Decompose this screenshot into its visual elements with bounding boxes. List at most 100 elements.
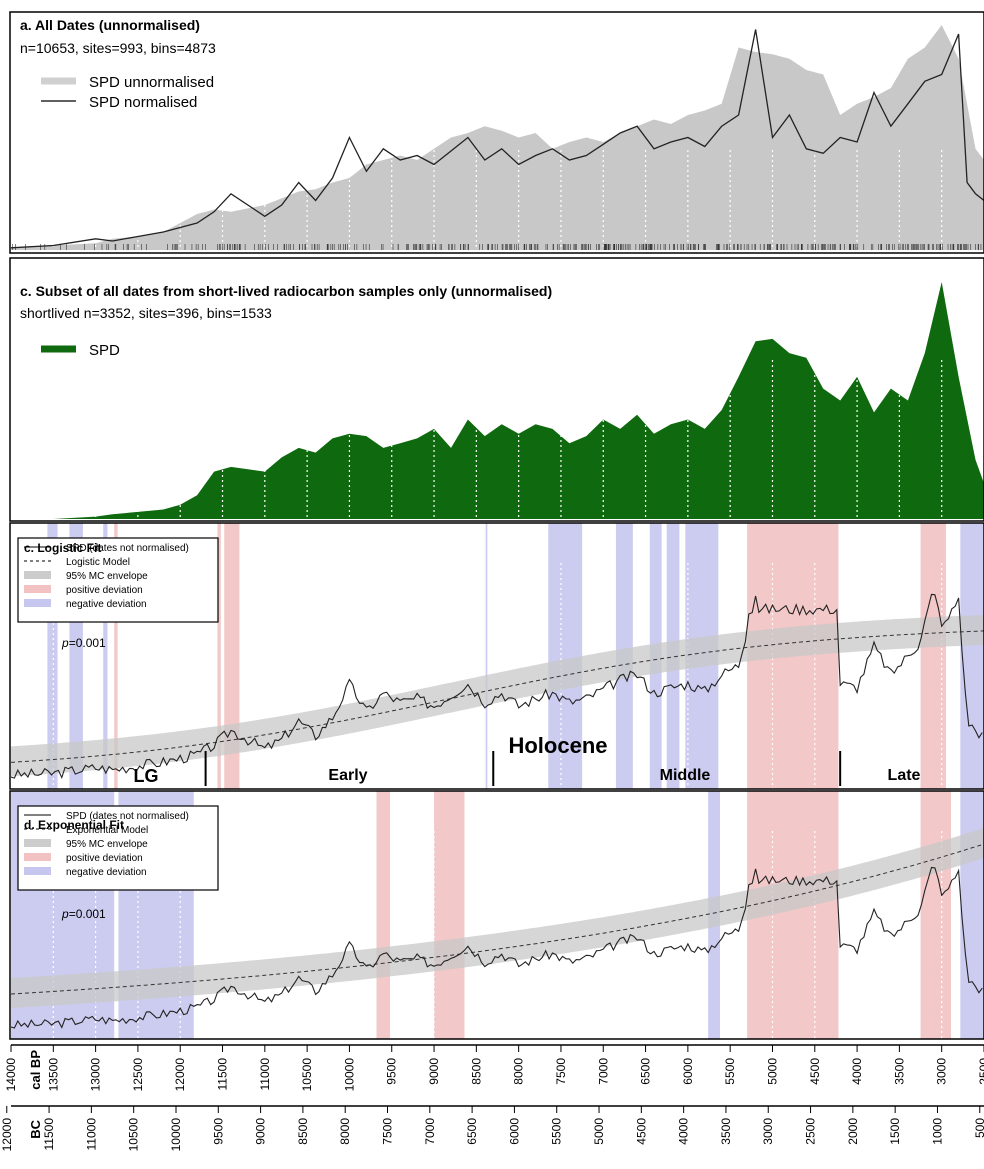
panel-b-subtitle: shortlived n=3352, sites=396, bins=1533 [20,305,272,321]
bc-tick-label: 8500 [296,1118,310,1145]
bc-tick-label: 3500 [719,1118,733,1145]
legend-label: negative deviation [66,867,147,878]
panel-c-title: c. Logistic Fit [24,541,101,555]
calbp-tick-label: 12000 [173,1058,187,1092]
calbp-tick-label: 5000 [765,1058,779,1085]
panel-c-logistic-fit: SPD (dates not normalised) Logistic Model… [9,522,984,790]
model-line [10,843,984,995]
bc-tick-label: 3000 [761,1118,775,1145]
bc-tick-label: 2500 [804,1118,818,1145]
negative-deviation-band [47,523,58,789]
calbp-tick-label: 4000 [850,1058,864,1085]
legend-label: 95% MC envelope [66,839,148,850]
legend-box [17,805,219,891]
bc-tick-label: 12000 [0,1118,14,1152]
calbp-tick-label: 10500 [300,1058,314,1092]
bc-tick-label: 9500 [211,1118,225,1145]
bc-tick-label: 1500 [888,1118,902,1145]
bc-tick-label: 5500 [550,1118,564,1145]
p-value: p=0.001 [61,636,106,650]
positive-deviation-band [434,791,465,1039]
bc-tick-label: 2000 [846,1118,860,1145]
model-line [10,630,984,763]
spd-line [10,593,983,779]
bc-tick-label: 9000 [254,1118,268,1145]
calbp-tick-label: 7000 [596,1058,610,1085]
bc-tick-label: 5000 [592,1118,606,1145]
period-early: Early [328,767,367,784]
period-holocene: Holocene [508,733,607,758]
negative-deviation-band [103,523,108,789]
legend-a-normalised: SPD normalised [89,94,197,111]
calbp-tick-label: 14000 [4,1058,18,1092]
bc-tick-label: 6000 [507,1118,521,1145]
legend-label: negative deviation [66,599,147,610]
calbp-tick-label: 4500 [808,1058,822,1085]
bc-tick-label: 10000 [169,1118,183,1152]
mc-envelope [11,614,984,777]
bc-tick-label: 8000 [338,1118,352,1145]
positive-deviation-band [114,523,118,789]
positive-deviation-band [217,523,221,789]
calbp-tick-label: 8000 [512,1058,526,1085]
calbp-axis-title: cal BP [28,1050,43,1090]
bc-tick-label: 11000 [84,1118,98,1151]
calbp-tick-label: 3000 [935,1058,949,1085]
mc-envelope [11,828,984,1008]
negative-deviation-band [960,791,984,1039]
calbp-tick-label: 2500 [977,1058,984,1085]
legend-box [17,537,219,623]
panel-a [9,11,984,254]
legend-label: SPD (dates not normalised) [66,811,189,822]
calbp-tick-label: 10000 [342,1058,356,1092]
spd-normalised-line [10,29,984,249]
spd-unnormalised-area [11,25,984,250]
period-lg: LG [134,766,159,786]
panel-d-title: d. Exponential Fit [24,818,124,832]
bc-tick-label: 11500 [42,1118,56,1151]
p-value: p=0.001 [61,907,106,921]
calbp-tick-label: 7500 [554,1058,568,1085]
calbp-tick-label: 11000 [258,1058,272,1091]
spd-green-area [11,282,984,519]
panel-b-title: c. Subset of all dates from short-lived … [20,283,552,299]
bc-tick-label: 10500 [127,1118,141,1152]
legend-label: positive deviation [66,585,143,596]
bc-tick-label: 4000 [677,1118,691,1145]
legend-a-unnormalised: SPD unnormalised [89,74,214,91]
calbp-tick-label: 13000 [89,1058,103,1092]
calbp-tick-label: 12500 [131,1058,145,1092]
negative-deviation-band [548,523,583,789]
legend-label: positive deviation [66,853,143,864]
bc-tick-label: 500 [973,1118,984,1138]
bc-tick-label: 7500 [381,1118,395,1145]
calbp-tick-label: 8500 [469,1058,483,1085]
legend-label: Exponential Model [66,825,148,836]
calbp-tick-label: 3500 [892,1058,906,1085]
legend-label: SPD (dates not normalised) [66,543,189,554]
negative-deviation-band [960,523,984,789]
legend-label: Logistic Model [66,557,130,568]
calbp-tick-label: 6000 [681,1058,695,1085]
panel-a-title: a. All Dates (unnormalised) [20,17,200,33]
positive-deviation-band [376,791,391,1039]
panel-b-frame [9,257,984,522]
calbp-tick-label: 11500 [216,1058,230,1091]
calbp-tick-label: 9500 [385,1058,399,1085]
spd-line [10,866,983,1029]
panel-c-shortlived [9,257,984,522]
panel-frame [9,522,984,790]
bc-tick-label: 4500 [634,1118,648,1145]
positive-deviation-band [224,523,240,789]
bc-tick-label: 6500 [465,1118,479,1145]
panel-frame [9,790,984,1040]
calbp-tick-label: 6500 [639,1058,653,1085]
positive-deviation-band [920,791,952,1039]
calbp-tick-label: 13500 [46,1058,60,1092]
bc-tick-label: 1000 [930,1118,944,1145]
panel-a-subtitle: n=10653, sites=993, bins=4873 [20,40,216,56]
calbp-tick-label: 9000 [427,1058,441,1085]
legend-b-spd: SPD [89,342,120,359]
negative-deviation-band [485,523,488,789]
